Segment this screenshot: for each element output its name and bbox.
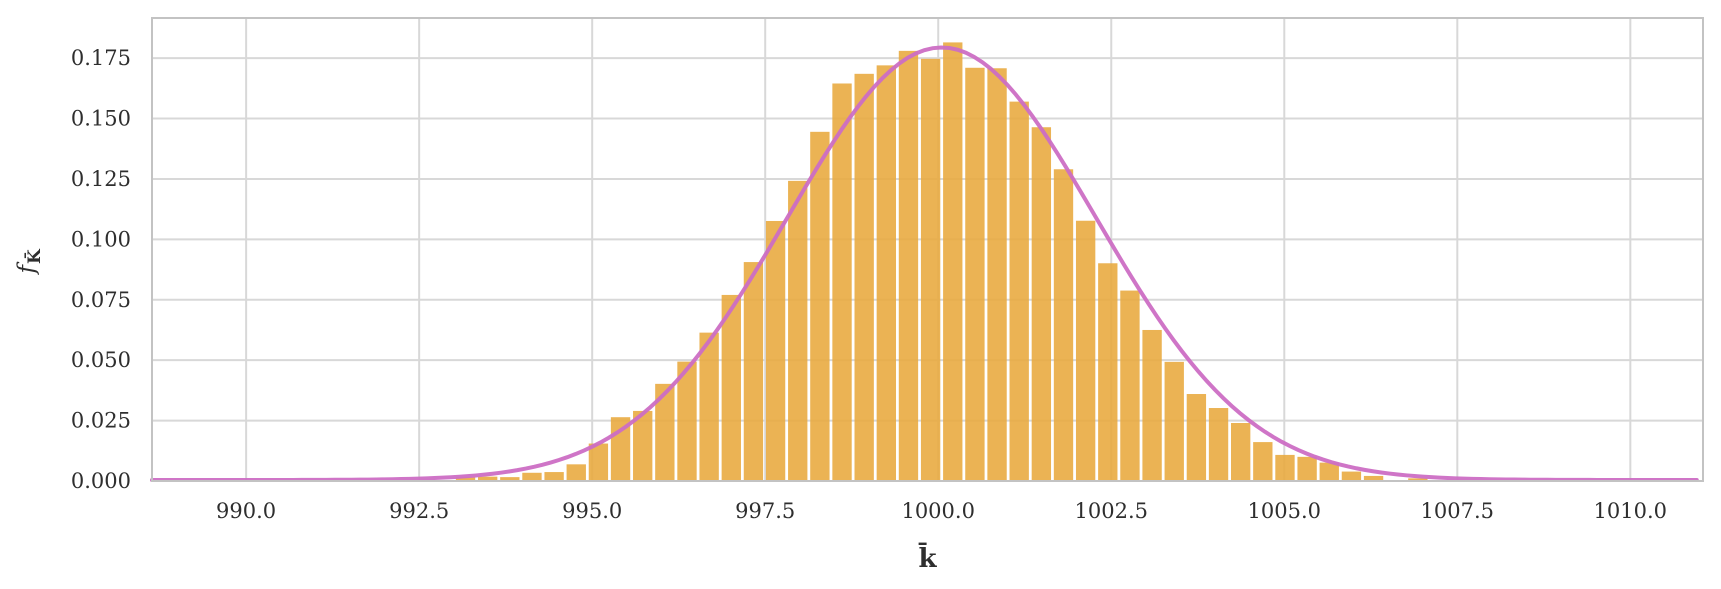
y-tick-label: 0.000: [71, 469, 131, 493]
histogram-bar: [898, 50, 919, 482]
x-tick-label: 1010.0: [1594, 499, 1667, 523]
histogram-bar: [478, 476, 498, 481]
histogram-bar: [1186, 394, 1207, 481]
histogram-bar: [544, 472, 564, 481]
x-tick-label: 1002.5: [1075, 499, 1148, 523]
plot-border: [151, 17, 1704, 482]
histogram-bar: [832, 83, 852, 482]
y-tick-label: 0.050: [71, 348, 131, 372]
y-tick-label: 0.150: [71, 107, 131, 131]
x-tick-label: 992.5: [389, 499, 449, 523]
histogram-bar: [1053, 169, 1074, 481]
x-tick-label: 1000.0: [901, 499, 974, 523]
x-axis-label: k̄: [918, 542, 937, 574]
histogram-bar: [743, 262, 764, 481]
y-axis-label: fK̄: [14, 248, 45, 276]
histogram-bar: [1275, 454, 1295, 481]
histogram-bar: [699, 332, 719, 481]
histogram-bar: [1363, 475, 1384, 481]
histogram-bar: [876, 65, 896, 482]
x-tick-labels: 990.0 992.5 995.0 997.5 1000.0 1002.5 1005.0 10…: [216, 499, 1667, 523]
histogram-bar: [655, 383, 675, 481]
x-tick-label: 995.0: [562, 499, 622, 523]
x-tick-label: 1005.0: [1248, 499, 1321, 523]
histogram-bar: [1075, 220, 1096, 482]
histogram-bar: [1031, 127, 1052, 481]
histogram-bar: [1098, 263, 1118, 481]
y-tick-labels: 0.000 0.025 0.050 0.075 0.100 0.125 0.150 0.175: [71, 46, 131, 493]
histogram-bar: [1297, 456, 1317, 481]
histogram-bars: [455, 42, 1428, 482]
y-tick-label: 0.125: [71, 167, 131, 191]
y-tick-label: 0.100: [71, 227, 131, 251]
x-tick-label: 997.5: [735, 499, 795, 523]
histogram-bar: [943, 42, 963, 481]
histogram-bar: [854, 73, 874, 481]
histogram-bar: [677, 361, 697, 481]
histogram-bar: [455, 477, 476, 481]
histogram-bar: [1253, 442, 1273, 481]
histogram-bar: [1319, 462, 1339, 481]
histogram-bar: [1341, 471, 1362, 481]
histogram-bar: [588, 443, 609, 481]
histogram-bar: [788, 180, 808, 481]
histogram-bar: [1120, 290, 1140, 481]
y-tick-label: 0.175: [71, 46, 131, 70]
histogram-bar: [920, 58, 941, 482]
histogram-bar: [1164, 361, 1184, 481]
histogram-bar: [721, 294, 741, 481]
histogram-bar: [522, 472, 542, 481]
density-curve: [150, 45, 1699, 482]
histogram-bar: [1408, 478, 1428, 481]
histogram-bar: [810, 131, 830, 481]
histogram-bar: [1009, 101, 1029, 482]
histogram-bar: [965, 67, 985, 481]
histogram-bar: [633, 410, 653, 481]
histogram-bar: [566, 464, 586, 481]
x-tick-label: 990.0: [216, 499, 276, 523]
histogram-bar: [500, 477, 520, 481]
y-tick-label: 0.075: [71, 288, 131, 312]
histogram-bar: [987, 68, 1007, 481]
x-tick-label: 1007.5: [1421, 499, 1494, 523]
histogram-bar: [765, 220, 786, 482]
histogram-bar: [1142, 329, 1162, 481]
histogram-bar: [1231, 423, 1251, 481]
histogram-bar: [1208, 408, 1229, 481]
y-tick-label: 0.025: [71, 409, 131, 433]
